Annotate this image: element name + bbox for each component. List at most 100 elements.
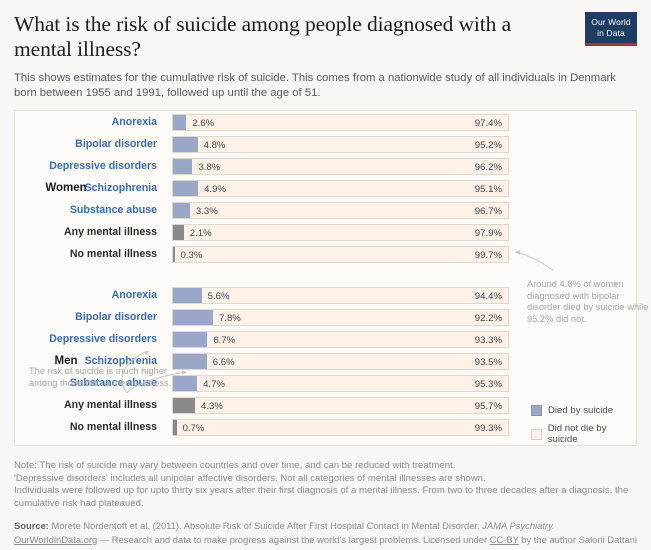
bar-value-survived: 95.3% <box>474 379 502 390</box>
bar-row: Depressive disorders 3.8% 96.2% <box>15 158 636 180</box>
bar-track: 4.9% 95.1% <box>172 180 509 197</box>
legend-item-died[interactable]: Died by suicide <box>531 405 636 416</box>
footer-note-line: cumulative risk had plateaued. <box>14 497 144 509</box>
bar-value-died: 6.7% <box>213 335 236 346</box>
footer-note-line: Note: The risk of suicide may vary betwe… <box>14 460 456 471</box>
bar-value-survived: 95.2% <box>474 140 502 151</box>
bar-row-label: No mental illness <box>69 421 157 433</box>
bar-value-survived: 94.4% <box>474 291 502 302</box>
bar-track: 3.3% 96.7% <box>172 202 509 219</box>
legend-item-survived[interactable]: Did not die by suicide <box>531 423 636 445</box>
license-pre: Licensed under <box>422 533 488 545</box>
footer-source-block: Source: Morete Nordentoft et al. (2011).… <box>14 519 637 546</box>
footer-notes: Note: The risk of suicide may vary betwe… <box>14 460 637 510</box>
source-text: Morete Nordentoft et al. (2011). Absolut… <box>51 520 480 532</box>
bar-fill-died <box>173 332 208 347</box>
bar-value-died: 2.1% <box>189 228 212 239</box>
bar-row: Schizophrenia 4.9% 95.1% <box>15 180 636 202</box>
bar-row-label: Depressive disorders <box>49 160 157 172</box>
page-title: What is the risk of suicide among people… <box>14 12 512 61</box>
bar-track: 3.8% 96.2% <box>172 158 509 175</box>
source-journal: JAMA Psychiatry. <box>482 520 555 532</box>
bar-value-died: 4.3% <box>201 401 223 412</box>
source-line: Source: Morete Nordentoft et al. (2011).… <box>14 519 637 533</box>
owid-logo-line1: Our World <box>591 17 631 27</box>
source-label: Source: <box>14 520 49 532</box>
bar-fill-died <box>173 137 198 152</box>
footer-note-line: 'Depressive disorders' includes all unip… <box>14 472 486 484</box>
license-post: by the author Saloni Dattani <box>521 533 637 545</box>
bar-row: Depressive disorders 6.7% 93.3% <box>15 331 636 353</box>
bar-value-survived: 95.7% <box>474 401 502 412</box>
chart-header: What is the risk of suicide among people… <box>0 0 651 100</box>
bar-track: 4.7% 95.3% <box>172 375 509 392</box>
bar-row: No mental illness 0.7% 99.3% <box>15 419 636 441</box>
bar-value-survived: 96.2% <box>474 162 502 173</box>
bar-row-label: No mental illness <box>69 248 157 260</box>
bar-fill-died <box>173 159 193 174</box>
owid-url-link[interactable]: OurWorldinData.org <box>14 533 98 545</box>
bar-value-died: 4.7% <box>203 379 225 390</box>
bar-fill-died <box>173 310 213 325</box>
license-row: OurWorldinData.org — Research and data t… <box>14 533 637 547</box>
owid-link-wrap: OurWorldinData.org — Research and data t… <box>14 533 421 547</box>
chart-footer: Note: The risk of suicide may vary betwe… <box>14 460 637 546</box>
bar-value-died: 3.3% <box>195 206 218 217</box>
bar-value-died: 0.3% <box>180 250 203 261</box>
bar-value-survived: 93.3% <box>474 335 502 346</box>
bar-fill-died <box>173 288 202 303</box>
bar-fill-died <box>173 225 184 240</box>
bar-row-label: Any mental illness <box>63 226 157 238</box>
bar-value-survived: 95.1% <box>474 184 502 195</box>
bar-track: 5.6% 94.4% <box>172 287 509 304</box>
bar-row: No mental illness 0.3% 99.7% <box>15 246 636 268</box>
footer-note-line: Individuals were followed up for upto th… <box>14 485 629 497</box>
bar-value-survived: 99.7% <box>474 250 502 261</box>
bar-value-survived: 97.4% <box>474 118 502 129</box>
license-wrap: Licensed under CC-BY by the author Salon… <box>423 533 637 547</box>
bar-fill-died <box>173 247 175 262</box>
bar-fill-died <box>173 181 199 196</box>
group-label-women: Women <box>45 182 87 194</box>
bar-row-label: Anorexia <box>111 116 157 128</box>
bar-value-survived: 99.3% <box>474 423 502 434</box>
bar-value-survived: 93.5% <box>474 357 502 368</box>
bar-fill-died <box>173 115 187 130</box>
bar-row: Substance abuse 3.3% 96.7% <box>15 202 636 224</box>
bar-track: 4.3% 95.7% <box>172 397 509 414</box>
bar-row: Bipolar disorder 7.8% 92.2% <box>15 309 636 331</box>
legend-swatch-died <box>531 405 542 416</box>
license-link[interactable]: CC-BY <box>489 533 519 545</box>
owid-logo[interactable]: Our World in Data <box>585 12 637 46</box>
chart-subtitle: This shows estimates for the cumulative … <box>14 72 616 99</box>
bar-row: Anorexia 5.6% 94.4% <box>15 287 636 309</box>
bar-fill-died <box>173 398 196 413</box>
bar-track: 7.8% 92.2% <box>172 309 509 326</box>
annotation-right: Around 4.8% of women diagnosed with bipo… <box>527 279 649 324</box>
legend-swatch-survived <box>531 428 542 440</box>
bar-value-died: 4.8% <box>203 140 226 151</box>
bar-track: 0.7% 99.3% <box>172 419 509 436</box>
bar-value-died: 5.6% <box>207 291 230 302</box>
bar-track: 0.3% 99.7% <box>172 246 509 263</box>
bar-track: 2.1% 97.9% <box>172 224 509 241</box>
bar-row-label: Bipolar disorder <box>75 311 157 323</box>
owid-logo-line2: in Data <box>597 27 625 38</box>
chart-group-women: Women Anorexia 2.6% 97.4% Bipolar disorder 4… <box>15 114 636 268</box>
chart-panel: Women Anorexia 2.6% 97.4% Bipolar disorder 4… <box>14 110 648 446</box>
bar-fill-died <box>173 354 207 369</box>
chart-group-men: Men Anorexia 5.6% 94.4% Bipolar disorder 7.8… <box>15 287 636 441</box>
bar-row: Schizophrenia 6.6% 93.5% <box>15 353 636 375</box>
bar-value-died: 4.9% <box>204 184 226 195</box>
bar-fill-died <box>173 420 177 435</box>
bar-row: Bipolar disorder 4.8% 95.2% <box>15 136 636 158</box>
bar-fill-died <box>173 203 190 218</box>
legend-label-survived: Did not die by suicide <box>547 423 607 445</box>
bar-row-label: Anorexia <box>111 289 157 301</box>
annotation-left: The risk of suicide is much higher among… <box>29 366 172 388</box>
bar-row-label: Depressive disorders <box>49 333 157 345</box>
bar-row: Anorexia 2.6% 97.4% <box>15 114 636 136</box>
bar-row-label: Schizophrenia <box>84 182 157 194</box>
bar-value-died: 7.8% <box>218 313 241 324</box>
bar-track: 6.6% 93.5% <box>172 353 509 370</box>
